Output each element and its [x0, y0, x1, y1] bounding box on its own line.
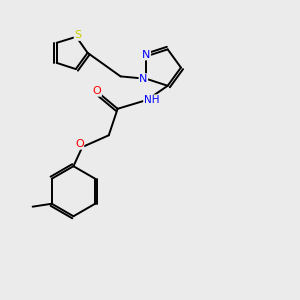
Text: S: S: [74, 30, 81, 40]
Text: N: N: [139, 74, 148, 84]
Text: NH: NH: [144, 95, 159, 105]
Text: N: N: [142, 50, 151, 60]
Text: O: O: [75, 139, 84, 149]
Text: O: O: [93, 86, 101, 96]
